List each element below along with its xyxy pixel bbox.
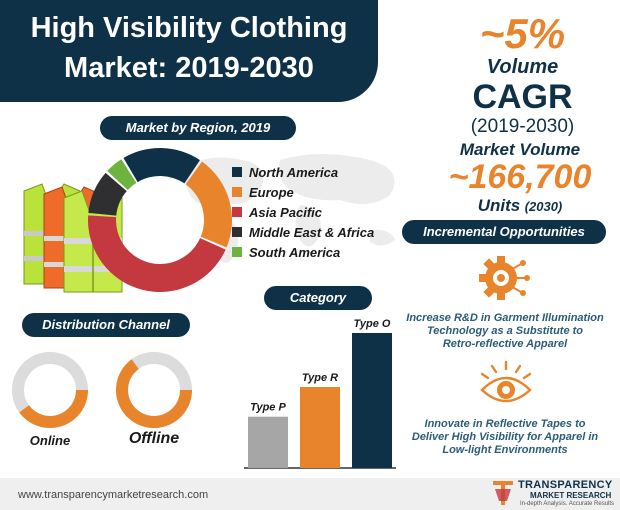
opportunity-2-line-2: Deliver High Visibility for Apparel in [411,431,599,443]
volume-year: (2030) [524,199,563,214]
legend-item-middle-east-africa: Middle East & Africa [232,222,374,242]
donut-slice-europe [185,161,232,248]
legend-item-north-america: North America [232,162,374,182]
bar-label: Type R [302,372,338,384]
opportunities-header: Incremental Opportunities [402,220,606,244]
offline-label: Offline [128,430,180,447]
legend-item-asia-pacific: Asia Pacific [232,202,374,222]
opportunity-2-line-3: Low-light Environments [442,444,568,456]
offline-donut-chart [116,352,192,428]
footer-url[interactable]: www.transparencymarketresearch.com [18,489,209,501]
legend-label: Middle East & Africa [249,224,375,240]
footer-bar [0,478,620,510]
donut-slice-asia-pacific [88,215,226,292]
market-volume-value: ~166,700 [448,158,592,196]
page-title-line-2: Market: 2019-2030 [64,52,314,84]
online-donut-chart [12,352,88,428]
gear-icon [479,256,530,300]
bar-label: Type O [354,318,391,330]
online-label: Online [29,433,71,448]
legend-item-south-america: South America [232,242,374,262]
region-legend: North America Europe Asia Pacific Middle… [232,162,374,262]
market-volume-unit-line: Units (2030) [440,196,600,216]
brand-tagline: In-depth Analysis. Accurate Results [520,501,615,507]
region-donut-chart [88,148,232,292]
opportunity-2: Innovate in Reflective Tapes to Deliver … [402,418,608,457]
legend-swatch [232,227,242,237]
legend-swatch [232,167,242,177]
cagr-value: ~5% [479,10,566,57]
donut-slice-south-america [107,159,137,191]
category-bar-chart: Type P Type R Type O [244,318,396,469]
legend-label: South America [249,244,341,260]
cagr-period: (2019-2030) [470,116,575,137]
legend-label: Europe [249,184,294,200]
opportunity-1-line-3: Retro-reflective Apparel [442,338,568,350]
bar-type-o [352,333,392,468]
volume-unit: Units [477,196,521,215]
region-header: Market by Region, 2019 [100,116,296,140]
page-title-line-1: High Visibility Clothing [30,12,348,44]
ring-value-arc [116,359,192,428]
legend-swatch [232,187,242,197]
bar-label: Type P [250,402,286,414]
legend-item-europe: Europe [232,182,374,202]
brand-logo-icon [493,481,513,505]
bar-type-p [248,416,288,468]
legend-label: Asia Pacific [249,204,322,220]
donut-slice-north-america [123,148,200,184]
legend-swatch [232,247,242,257]
cagr-type: Volume [486,56,559,78]
donut-slice-middle-east-africa [88,172,127,216]
market-volume-label: Market Volume [459,140,581,159]
legend-swatch [232,207,242,217]
opportunity-1-line-2: Technology as a Substitute to [426,325,584,337]
brand-name-line-1: TRANSPARENCY [518,479,613,491]
opportunity-1: Increase R&D in Garment Illumination Tec… [402,312,608,351]
legend-label: North America [249,164,339,180]
title-banner [0,0,378,102]
category-header: Category [264,286,372,310]
ring-value-arc [19,390,88,428]
bar-type-r [300,387,340,468]
opportunity-1-line-1: Increase R&D in Garment Illumination [406,312,604,324]
eye-icon [480,360,532,403]
opportunity-2-line-1: Innovate in Reflective Tapes to [424,418,586,430]
brand-name-line-2: MARKET RESEARCH [530,491,612,500]
distribution-header: Distribution Channel [22,313,190,337]
cagr-label: CAGR [472,78,573,116]
